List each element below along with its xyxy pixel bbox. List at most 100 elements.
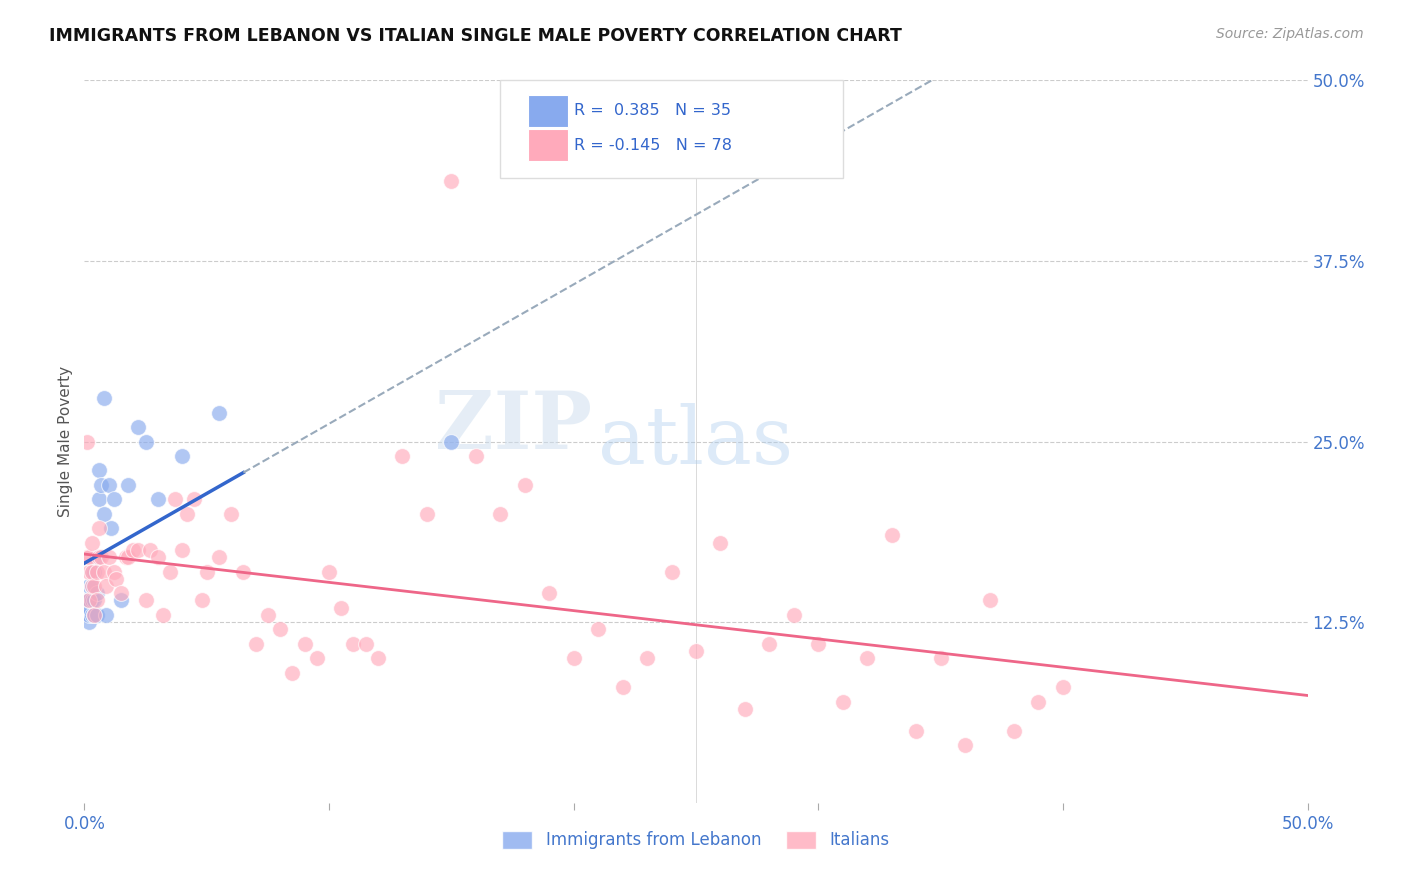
Point: [330, 600, 353, 615]
Point: [464, 449, 486, 463]
Point: [110, 593, 132, 607]
Point: [127, 542, 149, 557]
Point: [93, 565, 115, 579]
Point: [139, 542, 162, 557]
Point: [77, 565, 100, 579]
Legend: Immigrants from Lebanon, Italians: Immigrants from Lebanon, Italians: [496, 824, 896, 856]
Point: [354, 637, 377, 651]
Point: [1028, 695, 1050, 709]
FancyBboxPatch shape: [529, 129, 568, 161]
Point: [191, 593, 214, 607]
Point: [709, 535, 731, 549]
Point: [80, 607, 103, 622]
Point: [97, 478, 120, 492]
Point: [831, 695, 853, 709]
Point: [83, 565, 105, 579]
Point: [208, 550, 231, 565]
Point: [1052, 680, 1074, 694]
Point: [76, 607, 98, 622]
Point: [135, 434, 157, 449]
Point: [87, 492, 110, 507]
Point: [122, 542, 145, 557]
Point: [97, 550, 120, 565]
Point: [83, 607, 105, 622]
Point: [979, 593, 1001, 607]
Point: [77, 593, 100, 607]
Point: [929, 651, 952, 665]
Point: [219, 507, 242, 521]
Point: [83, 579, 105, 593]
Point: [416, 507, 439, 521]
Point: [80, 579, 103, 593]
Point: [146, 550, 169, 565]
Point: [76, 434, 98, 449]
Point: [76, 600, 98, 615]
Point: [80, 565, 103, 579]
Point: [86, 593, 108, 607]
Point: [318, 565, 340, 579]
Point: [90, 478, 112, 492]
Point: [77, 600, 100, 615]
Point: [83, 593, 105, 607]
Point: [77, 550, 100, 565]
Point: [77, 607, 100, 622]
Point: [440, 174, 463, 188]
Point: [87, 463, 110, 477]
FancyBboxPatch shape: [501, 80, 842, 178]
Point: [93, 507, 115, 521]
Point: [80, 565, 103, 579]
Point: [305, 651, 328, 665]
Point: [76, 550, 98, 565]
Point: [245, 637, 267, 651]
Point: [87, 521, 110, 535]
Point: [86, 607, 108, 622]
Point: [257, 607, 280, 622]
Point: [115, 550, 138, 565]
Point: [758, 637, 780, 651]
Text: R =  0.385   N = 35: R = 0.385 N = 35: [574, 103, 731, 118]
Point: [880, 528, 903, 542]
Point: [110, 586, 132, 600]
Text: IMMIGRANTS FROM LEBANON VS ITALIAN SINGLE MALE POVERTY CORRELATION CHART: IMMIGRANTS FROM LEBANON VS ITALIAN SINGL…: [49, 27, 903, 45]
Point: [176, 507, 198, 521]
Point: [342, 637, 364, 651]
Point: [80, 579, 103, 593]
Point: [905, 723, 928, 738]
Point: [953, 738, 976, 752]
FancyBboxPatch shape: [529, 95, 568, 127]
Point: [146, 492, 169, 507]
Text: atlas: atlas: [598, 402, 793, 481]
Point: [586, 623, 609, 637]
Point: [172, 542, 194, 557]
Text: Source: ZipAtlas.com: Source: ZipAtlas.com: [1216, 27, 1364, 41]
Point: [96, 607, 118, 622]
Point: [77, 579, 100, 593]
Point: [127, 420, 149, 434]
Point: [269, 623, 291, 637]
Point: [208, 406, 231, 420]
Point: [685, 644, 707, 658]
Point: [294, 637, 316, 651]
Point: [489, 507, 512, 521]
Point: [80, 593, 103, 607]
Point: [807, 637, 830, 651]
Point: [77, 615, 100, 630]
Point: [636, 651, 658, 665]
Point: [612, 680, 634, 694]
Point: [538, 586, 561, 600]
Point: [83, 607, 105, 622]
Point: [661, 565, 683, 579]
Point: [86, 586, 108, 600]
Point: [96, 579, 118, 593]
Point: [159, 565, 181, 579]
Point: [103, 565, 125, 579]
Point: [783, 607, 806, 622]
Point: [135, 593, 157, 607]
Point: [105, 572, 128, 586]
Point: [103, 492, 125, 507]
Point: [152, 607, 174, 622]
Point: [86, 565, 108, 579]
Point: [734, 702, 756, 716]
Point: [195, 565, 218, 579]
Point: [183, 492, 205, 507]
